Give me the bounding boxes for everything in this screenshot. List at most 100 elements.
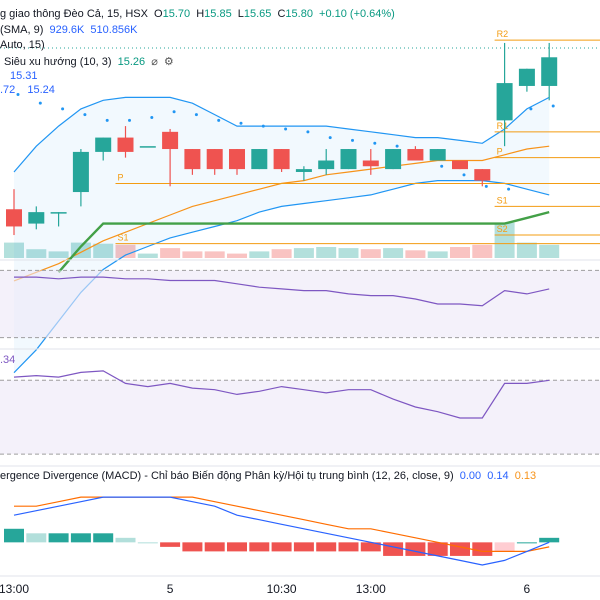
macd-histogram-bar — [338, 542, 359, 552]
macd-histogram-bar — [293, 542, 314, 552]
psar-dot — [484, 184, 488, 188]
psar-dot — [61, 107, 65, 111]
volume-bar — [360, 249, 381, 258]
psar-dot — [38, 101, 42, 105]
high-value: 15.85 — [204, 8, 232, 20]
macd-histogram-bar — [48, 533, 69, 543]
volume-bar — [26, 249, 47, 258]
pivot-label: Auto, 15) — [0, 39, 45, 51]
stoch-legend[interactable]: .34 — [0, 354, 18, 366]
psar-dot — [529, 107, 533, 111]
eye-off-icon[interactable]: ⌀ — [151, 56, 158, 68]
volume-bar — [115, 244, 136, 258]
pivot-label-p: P — [118, 172, 124, 182]
candle-body — [273, 149, 290, 170]
macd-hist-value: 0.13 — [514, 470, 537, 482]
psar-dot — [440, 164, 444, 168]
bb-legend-1[interactable]: 15.31 — [10, 70, 41, 82]
candle-body — [318, 160, 335, 170]
psar-dot — [395, 144, 399, 148]
volume-bar — [427, 251, 448, 258]
candle-body — [229, 149, 245, 170]
macd-signal-value: 0.14 — [487, 470, 509, 482]
psar-dot — [261, 124, 265, 128]
bb-legend-2[interactable]: .72 15.24 — [0, 84, 58, 96]
candle-body — [407, 149, 424, 161]
x-tick-label: 13:00 — [356, 582, 386, 596]
volume-bar — [472, 244, 493, 258]
supertrend-legend[interactable]: Siêu xu hướng (10, 3) 15.26 ⌀ ⚙ — [0, 55, 177, 68]
volume-bar — [293, 248, 314, 258]
macd-histogram-bar — [204, 542, 225, 552]
volume-sma-legend[interactable]: (SMA, 9) 929.6K 510.856K — [0, 24, 141, 36]
rsi-pane — [0, 269, 600, 339]
candle-body — [340, 149, 357, 170]
high-label: H — [196, 8, 205, 20]
bb-value-1: 15.31 — [10, 70, 38, 82]
macd-histogram-bar — [93, 533, 114, 543]
low-value: 15.65 — [243, 8, 272, 20]
macd-histogram-bar — [271, 542, 292, 552]
volume-bar — [70, 242, 91, 258]
volume-bar — [539, 244, 560, 258]
supertrend-label: Siêu xu hướng (10, 3) — [4, 56, 112, 68]
psar-dot — [551, 104, 555, 108]
psar-dot — [306, 130, 310, 134]
candle-body — [162, 131, 179, 150]
volume-bar — [48, 251, 69, 258]
close-label: C — [277, 8, 286, 20]
psar-dot — [351, 138, 354, 142]
macd-title: ergence Divergence (MACD) - Chỉ báo Biến… — [0, 470, 454, 482]
psar-dot — [373, 141, 377, 145]
volume-bar — [338, 248, 359, 258]
macd-legend[interactable]: ergence Divergence (MACD) - Chỉ báo Biến… — [0, 470, 539, 482]
sma-label: (SMA, 9) — [0, 24, 44, 36]
candle-body — [50, 212, 67, 214]
pivot-label-p: P — [497, 147, 503, 157]
volume-bar — [182, 251, 203, 258]
macd-histogram-bar — [472, 542, 493, 556]
candle-body — [518, 68, 535, 86]
volume-bar — [204, 251, 225, 258]
pivot-legend[interactable]: Auto, 15) — [0, 39, 48, 51]
symbol-legend[interactable]: g giao thông Đèo Cả, 15, HSX O15.70 H15.… — [0, 8, 398, 20]
candle-body — [452, 160, 468, 170]
pivot-label-r1: R1 — [497, 121, 509, 131]
volume-bar — [93, 243, 114, 258]
pane-separators — [0, 259, 600, 577]
macd-histogram-bar — [427, 542, 448, 556]
candle-body — [362, 160, 379, 167]
x-tick-label: 5 — [167, 582, 174, 596]
psar-dot — [462, 173, 466, 177]
pivot-label-s1: S1 — [118, 233, 129, 243]
candle-body — [95, 137, 112, 152]
volume-bar — [137, 253, 158, 258]
candle-body — [72, 151, 89, 193]
psar-dot — [128, 118, 131, 122]
macd-histogram-bar — [360, 542, 381, 552]
candle-body — [429, 149, 446, 161]
macd-histogram-bar — [70, 533, 91, 543]
psar-dot — [172, 110, 176, 114]
macd-histogram-bar — [516, 542, 537, 544]
candle-body — [474, 169, 491, 181]
volume-bar — [450, 247, 470, 258]
macd-histogram-bar — [539, 537, 560, 543]
psar-dot — [83, 113, 87, 117]
volume-bar — [249, 251, 270, 258]
rsi-line — [14, 276, 550, 307]
volume-bar — [316, 247, 337, 258]
bollinger-lower-line — [13, 180, 550, 374]
low-label: L — [237, 8, 244, 20]
rsi-band-fill — [0, 270, 600, 338]
psar-dot — [194, 113, 198, 117]
macd-histogram-bar — [4, 528, 24, 543]
bb-value-2: .72 — [0, 84, 16, 96]
psar-dot — [150, 115, 154, 119]
macd-histogram-bar — [405, 542, 426, 556]
settings-icon[interactable]: ⚙ — [163, 56, 174, 68]
volume-bar — [383, 248, 404, 258]
stoch-pane — [0, 370, 600, 455]
volume-bar — [4, 242, 24, 258]
